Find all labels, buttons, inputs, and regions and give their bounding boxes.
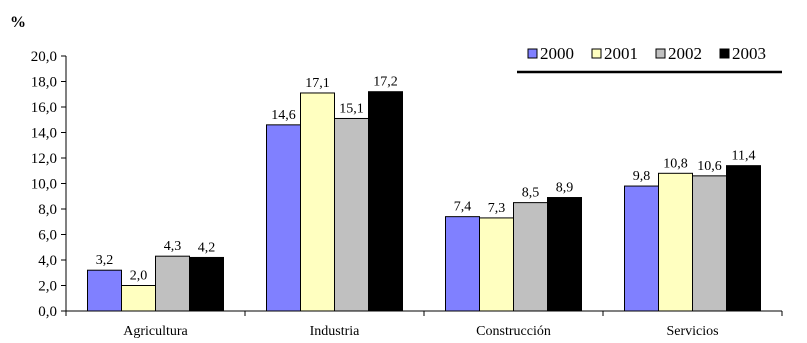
legend-label: 2001: [604, 44, 638, 63]
y-tick-label: 8,0: [38, 202, 57, 218]
legend-label: 2000: [540, 44, 574, 63]
bar-2000-3: [624, 185, 659, 312]
y-tick-label: 0,0: [38, 304, 57, 320]
x-category-label: Construcción: [476, 324, 551, 338]
data-label: 14,6: [271, 108, 296, 123]
legend-swatch: [719, 48, 730, 59]
data-labels-group: 3,2 2,0 4,3 4,2 14,6 17,1 15,1 17,2 7,4 7,3 8,5 8,9…: [96, 75, 756, 284]
data-label: 4,2: [198, 240, 216, 255]
y-tick-label: 14,0: [31, 126, 57, 142]
legend-swatch: [655, 48, 666, 59]
data-label: 17,2: [373, 75, 398, 90]
bar-2000-0: [87, 269, 122, 312]
bar-2003-0: [189, 256, 224, 312]
bar-2001-3: [658, 172, 693, 312]
x-category-label: Servicios: [666, 324, 718, 338]
y-unit-label: %: [10, 14, 26, 31]
data-label: 7,4: [454, 200, 472, 215]
y-tick-label: 18,0: [31, 75, 57, 91]
data-label: 2,0: [130, 269, 148, 284]
bar-2003-3: [726, 165, 761, 312]
bar-2002-3: [692, 175, 727, 312]
y-tick-label: 10,0: [31, 177, 57, 193]
data-label: 8,5: [522, 186, 540, 201]
bar-2001-2: [479, 217, 514, 312]
x-axis: Agricultura Industria Construcción Servicio…: [65, 310, 783, 339]
data-label: 10,8: [663, 156, 688, 171]
y-axis: 0,0 2,0 4,0 6,0 8,0 10,0 12,0 14,0 16,0 18,0 20,0: [31, 49, 67, 320]
bar-2003-1: [368, 91, 403, 312]
y-tick-label: 2,0: [38, 279, 57, 295]
data-label: 7,3: [488, 201, 506, 216]
data-label: 15,1: [339, 101, 364, 116]
y-tick-label: 16,0: [31, 100, 57, 116]
data-label: 11,4: [732, 149, 756, 164]
legend-swatch: [527, 48, 538, 59]
bar-2002-0: [155, 255, 190, 312]
y-tick-label: 6,0: [38, 228, 57, 244]
y-tick-label: 12,0: [31, 151, 57, 167]
legend-label: 2003: [732, 44, 766, 63]
x-category-label: Industria: [310, 324, 361, 338]
bar-2000-1: [266, 124, 301, 312]
y-tick-label: 20,0: [31, 49, 57, 65]
legend-label: 2002: [668, 44, 702, 63]
bar-2001-0: [121, 285, 156, 312]
bar-2001-1: [300, 92, 335, 312]
data-label: 10,6: [697, 159, 722, 174]
bar-2002-1: [334, 117, 369, 312]
bar-2002-2: [513, 202, 548, 312]
data-label: 9,8: [633, 169, 651, 184]
y-tick-label: 4,0: [38, 253, 57, 269]
bar-2003-2: [547, 197, 582, 312]
data-label: 3,2: [96, 253, 114, 268]
data-label: 4,3: [164, 239, 182, 254]
bar-2000-2: [445, 216, 480, 312]
x-category-label: Agricultura: [123, 324, 188, 338]
data-label: 8,9: [556, 181, 574, 196]
bars-group: [87, 91, 761, 312]
legend: 2000 2001 2002 2003: [517, 44, 782, 74]
legend-swatch: [591, 48, 602, 59]
data-label: 17,1: [305, 76, 330, 91]
